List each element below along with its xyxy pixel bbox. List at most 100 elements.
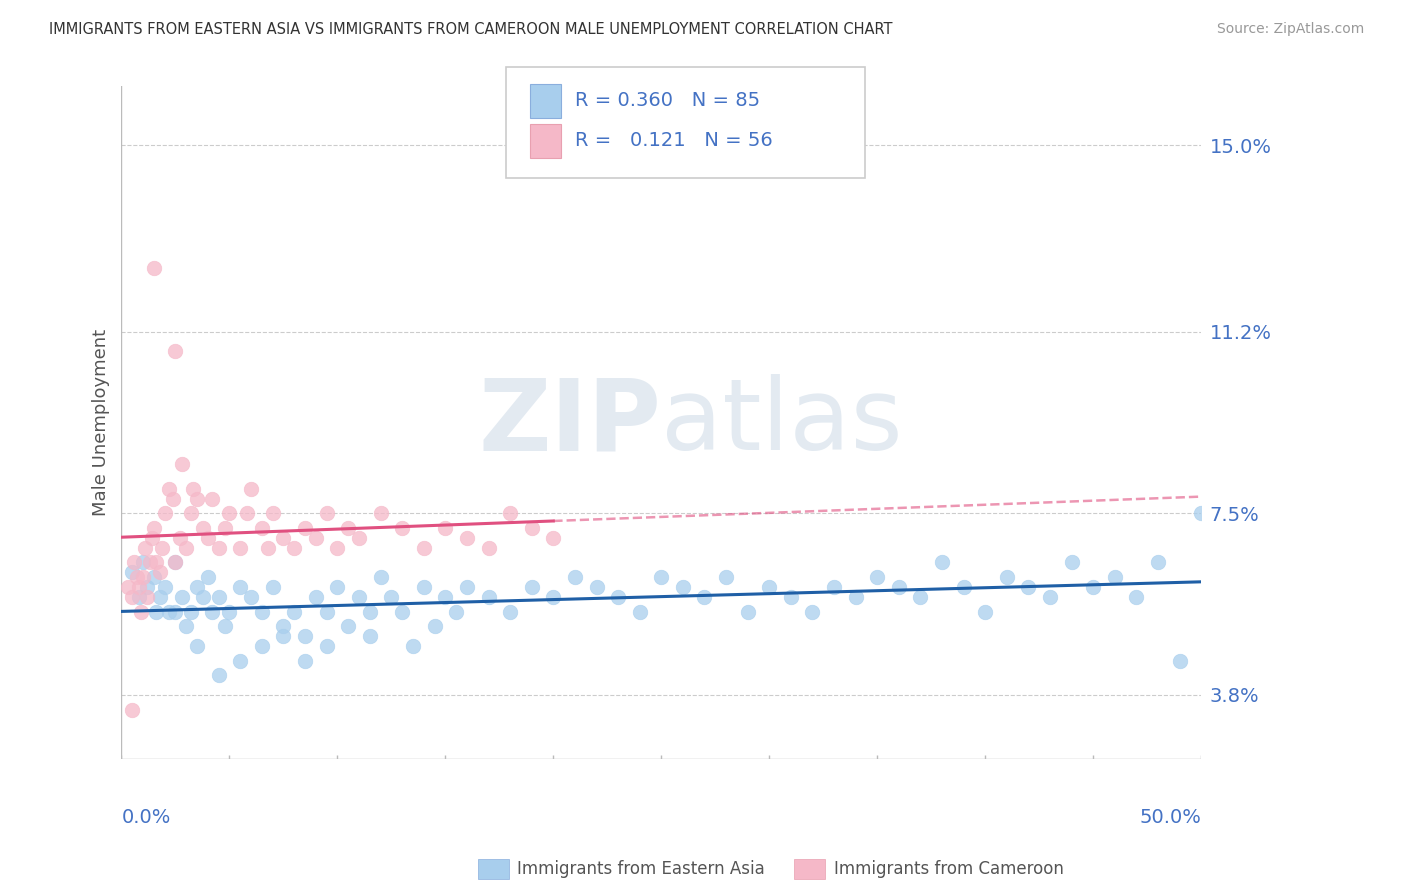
Point <box>250 639 273 653</box>
Text: 50.0%: 50.0% <box>1139 808 1201 827</box>
Point <box>391 521 413 535</box>
Point <box>142 260 165 275</box>
Point <box>952 580 974 594</box>
Point <box>128 590 150 604</box>
Point <box>169 531 191 545</box>
Point <box>391 605 413 619</box>
Point <box>134 541 156 555</box>
Point <box>412 541 434 555</box>
Point <box>477 541 499 555</box>
Point <box>1017 580 1039 594</box>
Point <box>165 556 187 570</box>
Text: Immigrants from Eastern Asia: Immigrants from Eastern Asia <box>517 860 765 878</box>
Text: Immigrants from Cameroon: Immigrants from Cameroon <box>834 860 1063 878</box>
Point <box>125 570 148 584</box>
Point <box>193 590 215 604</box>
Text: 0.0%: 0.0% <box>121 808 170 827</box>
Point <box>229 654 252 668</box>
Point <box>1189 507 1212 521</box>
Point <box>201 605 224 619</box>
Point <box>1168 654 1191 668</box>
Point <box>207 668 229 682</box>
Point <box>520 521 543 535</box>
Point <box>337 619 360 633</box>
Point <box>273 531 295 545</box>
Point <box>628 605 651 619</box>
Point <box>326 541 349 555</box>
Text: ZIP: ZIP <box>478 374 661 471</box>
Point <box>305 590 328 604</box>
Point <box>444 605 467 619</box>
Point <box>129 605 152 619</box>
Point <box>132 556 155 570</box>
Point <box>142 570 165 584</box>
Point <box>165 605 187 619</box>
Point <box>121 590 143 604</box>
Point <box>138 556 160 570</box>
Point <box>250 521 273 535</box>
Point <box>402 639 425 653</box>
Point <box>132 570 155 584</box>
Point <box>974 605 997 619</box>
Point <box>250 605 273 619</box>
Point <box>229 580 252 594</box>
Point <box>543 531 565 545</box>
Point <box>434 590 457 604</box>
Point <box>758 580 780 594</box>
Point <box>779 590 801 604</box>
Point <box>1125 590 1147 604</box>
Point <box>157 605 180 619</box>
Point <box>262 580 284 594</box>
Point <box>456 580 478 594</box>
Point <box>337 521 360 535</box>
Point <box>262 507 284 521</box>
Point <box>136 580 159 594</box>
Point <box>142 521 165 535</box>
Text: atlas: atlas <box>661 374 903 471</box>
Point <box>174 619 197 633</box>
Point <box>359 605 381 619</box>
Point <box>672 580 695 594</box>
Point <box>157 482 180 496</box>
Point <box>294 654 316 668</box>
Point <box>214 521 236 535</box>
Point <box>283 605 305 619</box>
Point <box>240 482 263 496</box>
Point <box>380 590 402 604</box>
Point <box>434 521 457 535</box>
Point <box>995 570 1018 584</box>
Point <box>149 590 172 604</box>
Point <box>117 580 139 594</box>
Point <box>240 590 263 604</box>
Point <box>197 531 219 545</box>
Point <box>499 507 522 521</box>
Point <box>152 541 174 555</box>
Point <box>412 580 434 594</box>
Point <box>1147 556 1170 570</box>
Point <box>229 541 252 555</box>
Point <box>520 580 543 594</box>
Point <box>650 570 672 584</box>
Point <box>153 580 176 594</box>
Point <box>136 590 159 604</box>
Point <box>218 605 240 619</box>
Point <box>887 580 910 594</box>
Point <box>218 507 240 521</box>
Point <box>294 629 316 643</box>
Point <box>124 556 146 570</box>
Point <box>145 605 167 619</box>
Point <box>165 556 187 570</box>
Point <box>693 590 716 604</box>
Point <box>197 570 219 584</box>
Point <box>347 590 370 604</box>
Point <box>866 570 889 584</box>
Point <box>214 619 236 633</box>
Point <box>1104 570 1126 584</box>
Point <box>737 605 759 619</box>
Point <box>257 541 280 555</box>
Point <box>931 556 953 570</box>
Point <box>235 507 257 521</box>
Text: IMMIGRANTS FROM EASTERN ASIA VS IMMIGRANTS FROM CAMEROON MALE UNEMPLOYMENT CORRE: IMMIGRANTS FROM EASTERN ASIA VS IMMIGRAN… <box>49 22 893 37</box>
Point <box>170 590 193 604</box>
Point <box>585 580 607 594</box>
